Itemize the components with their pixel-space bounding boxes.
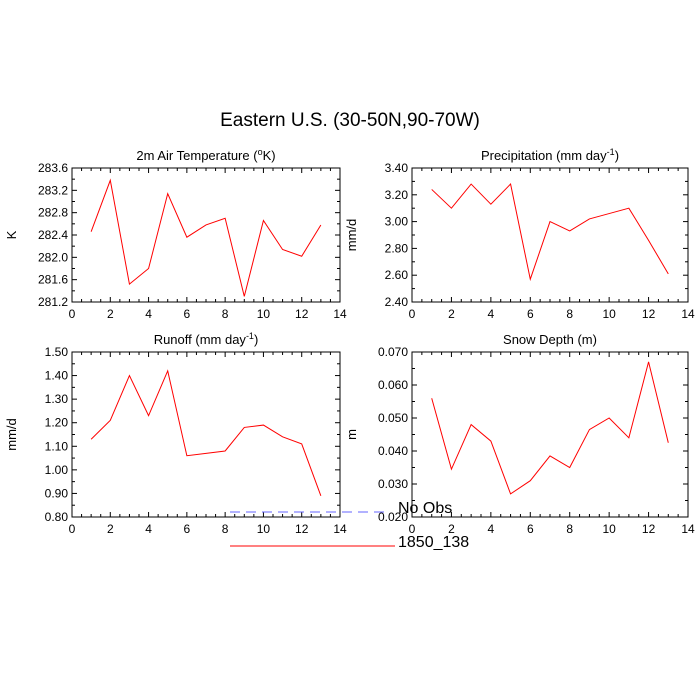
panel-3: 0 2 4 6 8 10 12 14 0.80 0.90 1.00 1.10 1.20 1.30 1.40 1… [4, 331, 347, 536]
x-tick-label: 8 [566, 307, 573, 321]
y-tick-label: 0.070 [378, 345, 408, 359]
series-line [90, 178, 322, 297]
y-axis-label: mm/d [344, 219, 359, 252]
legend-swatch-no-obs [230, 511, 390, 513]
legend-item-1850-138: 1850_138 [230, 534, 469, 556]
x-tick-label: 6 [527, 522, 534, 536]
panel-1: 0 2 4 6 8 10 12 14 281.2 281.6 282.0 282.4 282.8 283.… [4, 147, 347, 321]
x-tick-label: 12 [295, 307, 309, 321]
panel-title-superscript: -1 [607, 147, 615, 157]
y-tick-label: 282.8 [38, 206, 68, 220]
y-tick-label: 1.40 [45, 369, 69, 383]
y-tick-label: 283.2 [38, 183, 68, 197]
y-tick-label: 1.00 [45, 463, 69, 477]
legend-swatch-1850-138 [230, 545, 395, 547]
x-tick-label: 6 [184, 307, 191, 321]
panel-title-tail: ) [615, 148, 619, 163]
x-tick-label: 2 [448, 522, 455, 536]
y-tick-label: 3.20 [385, 188, 409, 202]
y-tick-label: 0.90 [45, 486, 69, 500]
x-tick-label: 14 [333, 307, 347, 321]
series-line [431, 183, 669, 282]
y-tick-label: 282.0 [38, 250, 68, 264]
x-tick-label: 0 [69, 522, 76, 536]
x-tick-label: 4 [145, 522, 152, 536]
y-tick-label: 0.050 [378, 411, 408, 425]
plot-frame [71, 351, 341, 518]
x-tick-label: 0 [409, 307, 416, 321]
x-tick-label: 10 [602, 522, 616, 536]
y-tick-label: 3.00 [385, 215, 409, 229]
y-tick-label: 1.10 [45, 439, 69, 453]
y-tick-label: 0.80 [45, 510, 69, 524]
x-tick-label: 8 [222, 522, 229, 536]
x-tick-label: 6 [527, 307, 534, 321]
x-tick-label: 14 [333, 522, 347, 536]
x-tick-label: 12 [295, 522, 309, 536]
figure-title: Eastern U.S. (30-50N,90-70W) [220, 110, 480, 131]
x-tick-label: 0 [409, 522, 416, 536]
series-line [90, 369, 322, 496]
x-tick-label: 6 [184, 522, 191, 536]
y-tick-label: 0.040 [378, 444, 408, 458]
x-tick-label: 10 [602, 307, 616, 321]
x-tick-label: 8 [566, 522, 573, 536]
panel-title: Snow Depth (m) [503, 332, 597, 347]
y-tick-label: 0.020 [378, 510, 408, 524]
legend-label-1850-138: 1850_138 [398, 534, 470, 551]
panel-title-superscript: o [258, 147, 263, 157]
legend-label-no-obs: No Obs [398, 500, 453, 517]
series-line [431, 361, 669, 495]
x-tick-label: 12 [642, 307, 656, 321]
panel-4: 0 2 4 6 8 10 12 14 0.020 0.030 0.040 0.050 0.060 0.07… [344, 332, 695, 536]
x-tick-label: 4 [488, 522, 495, 536]
y-tick-label: 281.2 [38, 295, 68, 309]
y-tick-label: 281.6 [38, 273, 68, 287]
panel-title-superscript: -1 [246, 331, 254, 341]
y-axis-label: K [4, 230, 19, 239]
plot-frame [411, 167, 689, 303]
x-tick-label: 10 [257, 307, 271, 321]
x-tick-label: 2 [448, 307, 455, 321]
y-tick-label: 0.030 [378, 477, 408, 491]
legend-item-no-obs: No Obs [230, 500, 452, 522]
panel-title: 2m Air Temperature (oK) [136, 147, 275, 163]
x-tick-label: 10 [257, 522, 271, 536]
panel-2: 0 2 4 6 8 10 12 14 2.40 2.60 2.80 3.00 3.20 3.40 mm/d P… [344, 147, 695, 321]
x-tick-label: 2 [107, 522, 114, 536]
y-tick-label: 2.80 [385, 241, 409, 255]
x-tick-label: 14 [681, 307, 695, 321]
y-axis-label: mm/d [4, 418, 19, 451]
plot-frame [411, 351, 689, 518]
y-tick-label: 283.6 [38, 161, 68, 175]
x-tick-label: 4 [145, 307, 152, 321]
x-tick-label: 8 [222, 307, 229, 321]
panel-title-tail: ) [254, 332, 258, 347]
y-tick-label: 1.50 [45, 345, 69, 359]
y-tick-label: 282.4 [38, 228, 68, 242]
panel-title-main: 2m Air Temperature ( [136, 148, 258, 163]
y-tick-label: 1.30 [45, 392, 69, 406]
y-tick-label: 2.60 [385, 268, 409, 282]
y-axis-label: m [344, 429, 359, 440]
x-tick-label: 4 [488, 307, 495, 321]
x-tick-label: 2 [107, 307, 114, 321]
y-tick-label: 0.060 [378, 378, 408, 392]
y-tick-label: 1.20 [45, 416, 69, 430]
panel-title-main: Snow Depth (m) [503, 332, 597, 347]
panel-title-main: Runoff (mm day [154, 332, 247, 347]
x-tick-label: 14 [681, 522, 695, 536]
panel-title-tail: K) [263, 148, 276, 163]
y-tick-label: 3.40 [385, 161, 409, 175]
panel-title-main: Precipitation (mm day [481, 148, 607, 163]
panel-title: Runoff (mm day-1) [154, 331, 259, 347]
y-tick-label: 2.40 [385, 295, 409, 309]
x-tick-label: 0 [69, 307, 76, 321]
x-tick-label: 12 [642, 522, 656, 536]
panel-title: Precipitation (mm day-1) [481, 147, 619, 163]
